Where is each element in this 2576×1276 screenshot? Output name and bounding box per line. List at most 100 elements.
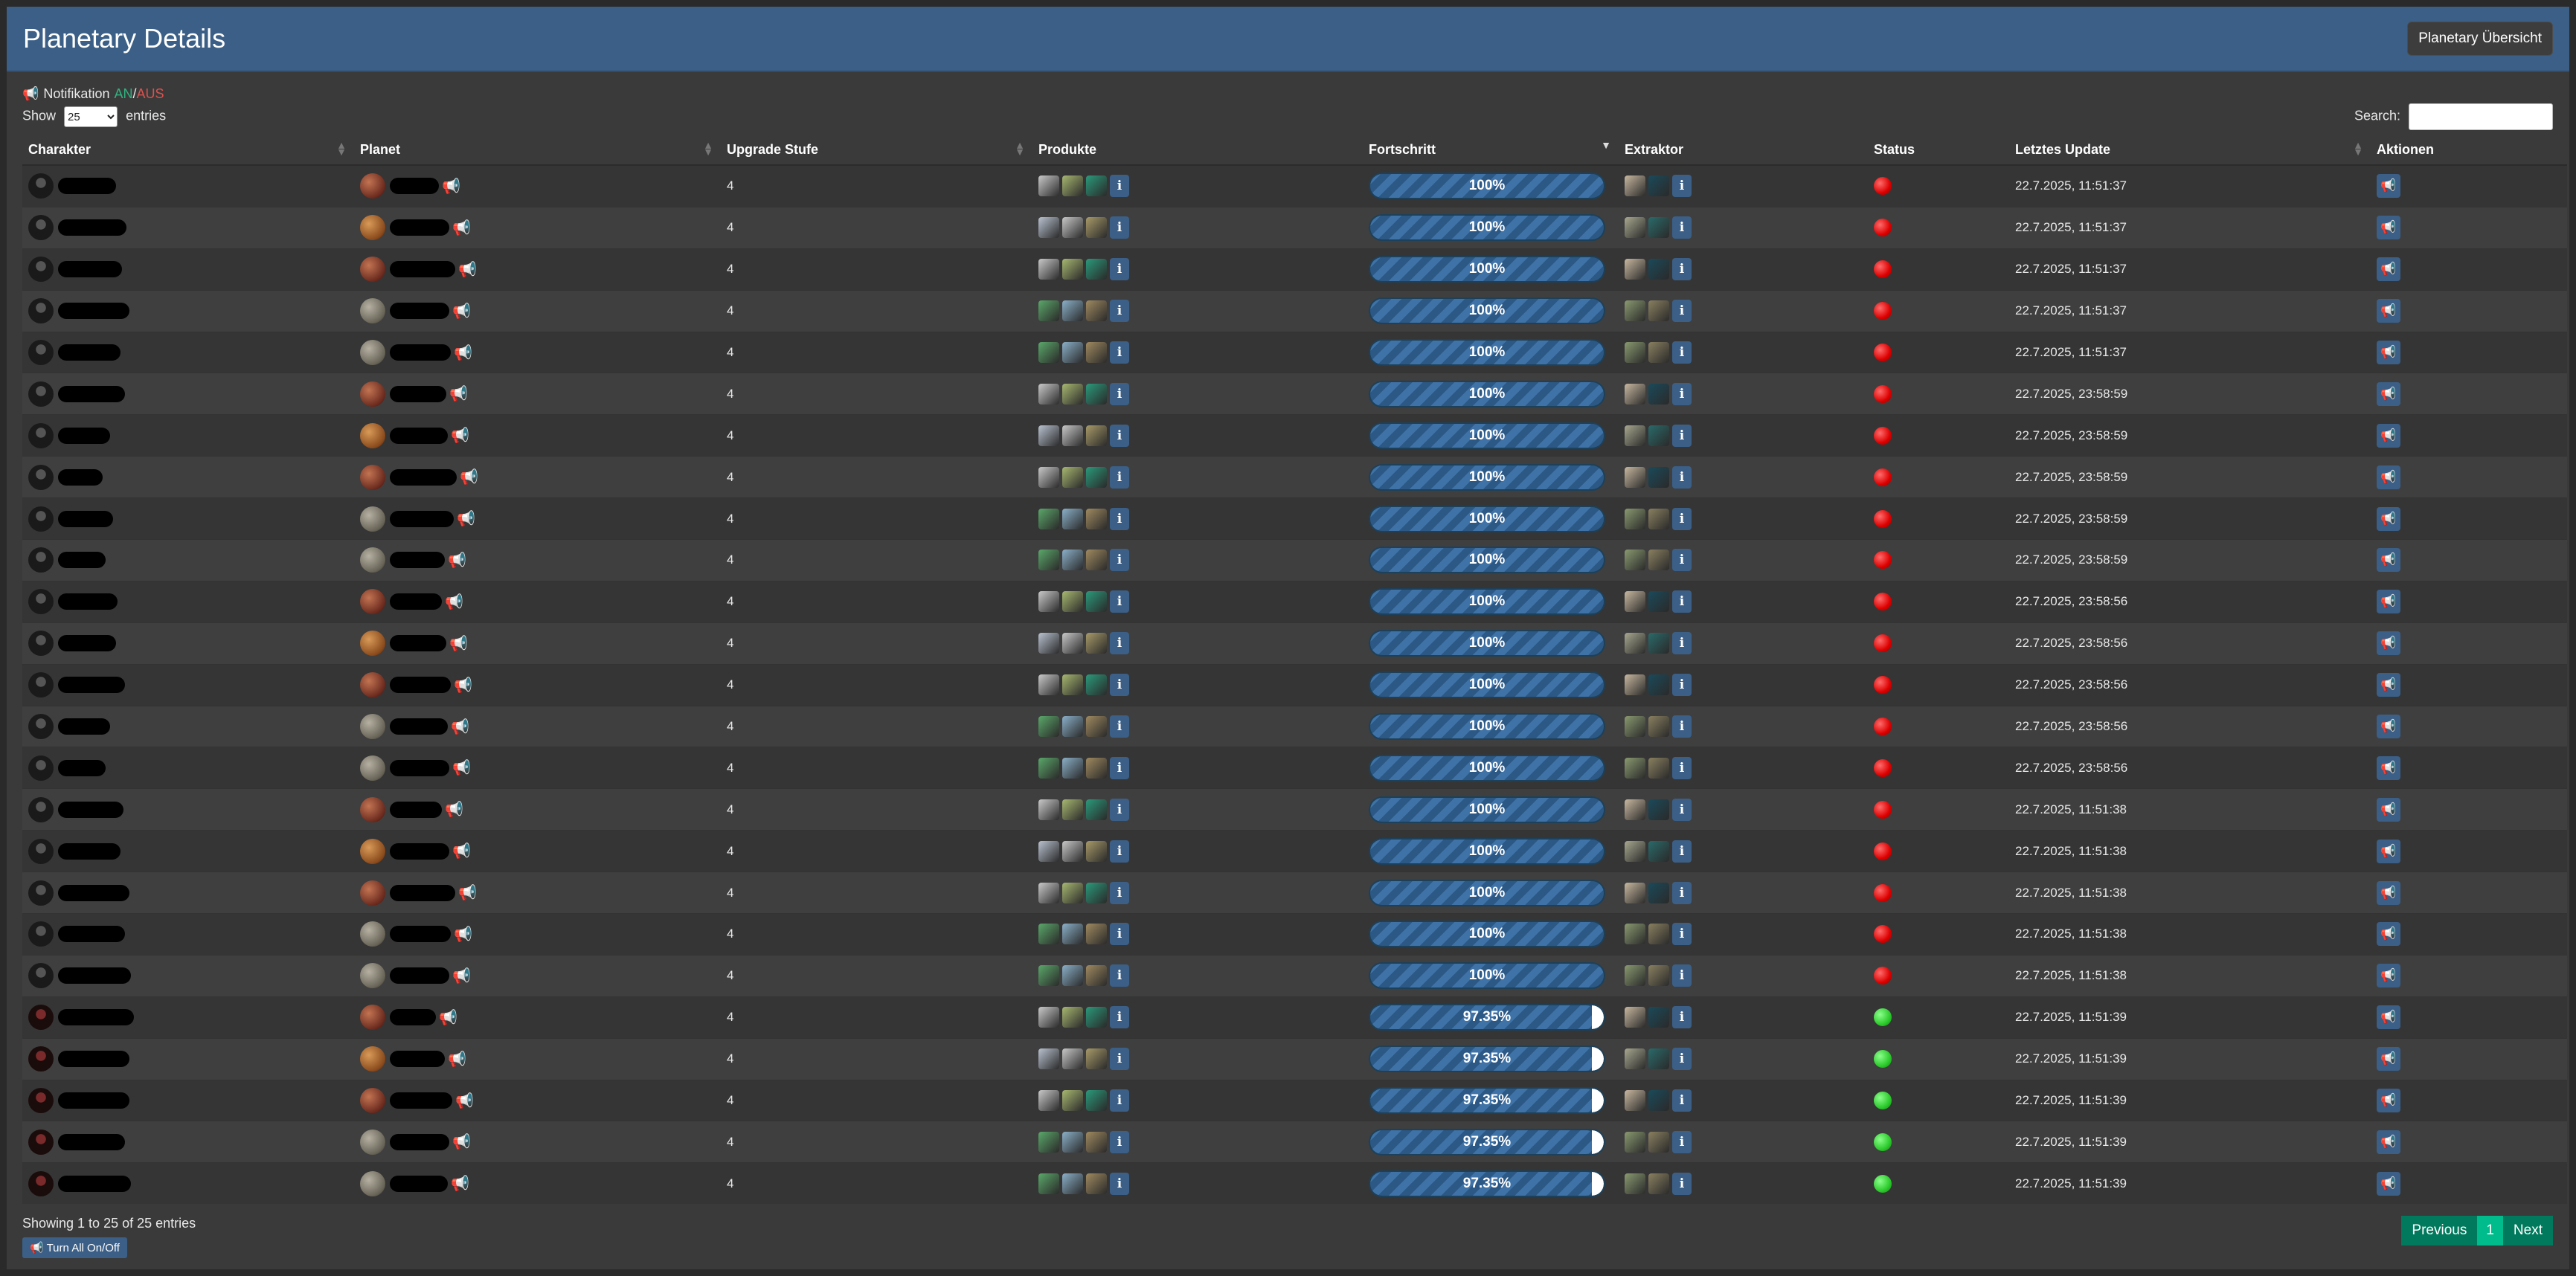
info-icon[interactable]: i	[1110, 674, 1129, 697]
info-icon[interactable]: i	[1672, 674, 1692, 697]
info-icon[interactable]: i	[1672, 216, 1692, 239]
megaphone-icon[interactable]: 📢	[455, 1092, 474, 1109]
notification-toggle-button[interactable]: 📢	[2377, 797, 2400, 822]
notification-toggle-button[interactable]: 📢	[2377, 631, 2400, 656]
info-icon[interactable]: i	[1672, 341, 1692, 364]
info-icon[interactable]: i	[1672, 756, 1692, 779]
notification-toggle-button[interactable]: 📢	[2377, 880, 2400, 905]
info-icon[interactable]: i	[1110, 590, 1129, 613]
info-icon[interactable]: i	[1672, 465, 1692, 489]
info-icon[interactable]: i	[1672, 632, 1692, 655]
info-icon[interactable]: i	[1672, 507, 1692, 530]
megaphone-icon[interactable]: 📢	[452, 843, 471, 860]
info-icon[interactable]: i	[1672, 424, 1692, 447]
info-icon[interactable]: i	[1672, 300, 1692, 323]
info-icon[interactable]: i	[1110, 1089, 1129, 1112]
notification-toggle-button[interactable]: 📢	[2377, 590, 2400, 614]
megaphone-icon[interactable]: 📢	[451, 1176, 469, 1193]
megaphone-icon[interactable]: 📢	[460, 469, 478, 486]
entries-per-page-select[interactable]: 25	[64, 106, 118, 127]
notification-toggle-button[interactable]: 📢	[2377, 174, 2400, 199]
notification-toggle-button[interactable]: 📢	[2377, 216, 2400, 240]
turn-all-button[interactable]: 📢 Turn All On/Off	[22, 1237, 127, 1259]
info-icon[interactable]: i	[1110, 1048, 1129, 1071]
info-icon[interactable]: i	[1110, 300, 1129, 323]
megaphone-icon[interactable]: 📢	[457, 511, 475, 528]
megaphone-icon[interactable]: 📢	[458, 885, 477, 902]
notification-toggle-button[interactable]: 📢	[2377, 1130, 2400, 1154]
megaphone-icon[interactable]: 📢	[458, 261, 477, 278]
info-icon[interactable]: i	[1672, 382, 1692, 405]
info-icon[interactable]: i	[1672, 923, 1692, 946]
search-input[interactable]	[2409, 103, 2553, 130]
info-icon[interactable]: i	[1672, 840, 1692, 863]
notification-toggle-button[interactable]: 📢	[2377, 922, 2400, 947]
notification-toggle-button[interactable]: 📢	[2377, 1005, 2400, 1030]
notification-toggle-button[interactable]: 📢	[2377, 381, 2400, 406]
info-icon[interactable]: i	[1672, 881, 1692, 904]
info-icon[interactable]: i	[1672, 590, 1692, 613]
info-icon[interactable]: i	[1672, 1048, 1692, 1071]
megaphone-icon[interactable]: 📢	[448, 552, 466, 569]
info-icon[interactable]: i	[1110, 424, 1129, 447]
info-icon[interactable]: i	[1110, 881, 1129, 904]
info-icon[interactable]: i	[1110, 715, 1129, 738]
megaphone-icon[interactable]: 📢	[452, 303, 471, 320]
info-icon[interactable]: i	[1672, 549, 1692, 572]
notification-toggle-button[interactable]: 📢	[2377, 299, 2400, 323]
planetary-overview-button[interactable]: Planetary Übersicht	[2407, 22, 2553, 56]
megaphone-icon[interactable]: 📢	[439, 1009, 457, 1026]
notification-off-link[interactable]: AUS	[136, 86, 164, 101]
info-icon[interactable]: i	[1672, 1006, 1692, 1029]
info-icon[interactable]: i	[1110, 798, 1129, 821]
notification-toggle-button[interactable]: 📢	[2377, 506, 2400, 531]
info-icon[interactable]: i	[1110, 1172, 1129, 1195]
megaphone-icon[interactable]: 📢	[449, 635, 468, 652]
info-icon[interactable]: i	[1110, 1130, 1129, 1153]
info-icon[interactable]: i	[1672, 1130, 1692, 1153]
notification-toggle-button[interactable]: 📢	[2377, 423, 2400, 448]
megaphone-icon[interactable]: 📢	[451, 718, 469, 735]
page-1-button[interactable]: 1	[2477, 1216, 2503, 1246]
info-icon[interactable]: i	[1110, 507, 1129, 530]
megaphone-icon[interactable]: 📢	[445, 593, 463, 610]
info-icon[interactable]: i	[1110, 964, 1129, 987]
info-icon[interactable]: i	[1110, 840, 1129, 863]
column-planet[interactable]: Planet ▲ ▼	[354, 135, 721, 166]
info-icon[interactable]: i	[1110, 382, 1129, 405]
notification-toggle-button[interactable]: 📢	[2377, 839, 2400, 863]
notification-on-link[interactable]: AN	[114, 86, 133, 101]
info-icon[interactable]: i	[1110, 549, 1129, 572]
notification-toggle-button[interactable]: 📢	[2377, 755, 2400, 780]
info-icon[interactable]: i	[1672, 798, 1692, 821]
info-icon[interactable]: i	[1110, 632, 1129, 655]
info-icon[interactable]: i	[1110, 258, 1129, 281]
column-upgrade-stufe[interactable]: Upgrade Stufe ▲ ▼	[721, 135, 1032, 166]
info-icon[interactable]: i	[1110, 756, 1129, 779]
megaphone-icon[interactable]: 📢	[452, 219, 471, 236]
notification-toggle-button[interactable]: 📢	[2377, 964, 2400, 988]
megaphone-icon[interactable]: 📢	[454, 677, 472, 694]
megaphone-icon[interactable]: 📢	[451, 428, 469, 445]
notification-toggle-button[interactable]: 📢	[2377, 465, 2400, 489]
notification-toggle-button[interactable]: 📢	[2377, 1171, 2400, 1196]
column-fortschritt[interactable]: Fortschritt ▼	[1363, 135, 1619, 166]
notification-toggle-button[interactable]: 📢	[2377, 548, 2400, 573]
megaphone-icon[interactable]: 📢	[448, 1051, 466, 1068]
megaphone-icon[interactable]: 📢	[454, 344, 472, 361]
info-icon[interactable]: i	[1110, 216, 1129, 239]
info-icon[interactable]: i	[1110, 175, 1129, 198]
notification-toggle-button[interactable]: 📢	[2377, 257, 2400, 282]
info-icon[interactable]: i	[1672, 258, 1692, 281]
megaphone-icon[interactable]: 📢	[452, 760, 471, 777]
info-icon[interactable]: i	[1672, 175, 1692, 198]
info-icon[interactable]: i	[1672, 964, 1692, 987]
next-button[interactable]: Next	[2502, 1216, 2553, 1246]
notification-toggle-button[interactable]: 📢	[2377, 1089, 2400, 1113]
info-icon[interactable]: i	[1672, 1172, 1692, 1195]
column-letztes-update[interactable]: Letztes Update ▲ ▼	[2009, 135, 2371, 166]
megaphone-icon[interactable]: 📢	[452, 1134, 471, 1151]
previous-button[interactable]: Previous	[2401, 1216, 2478, 1246]
info-icon[interactable]: i	[1110, 465, 1129, 489]
info-icon[interactable]: i	[1110, 1006, 1129, 1029]
